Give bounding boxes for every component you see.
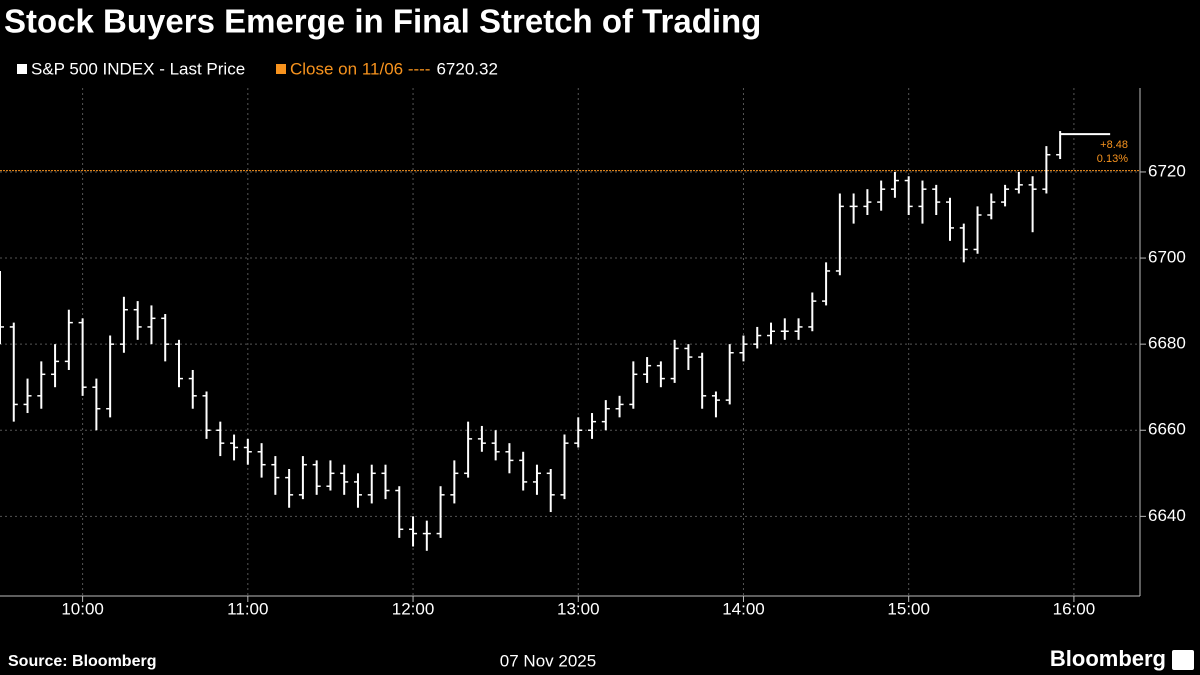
x-tick-label: 15:00 [887, 599, 930, 618]
y-tick-label: 6640 [1148, 506, 1186, 525]
chart-title: Stock Buyers Emerge in Final Stretch of … [4, 3, 761, 40]
y-tick-label: 6700 [1148, 248, 1186, 267]
x-tick-label: 12:00 [392, 599, 435, 618]
x-tick-label: 11:00 [227, 599, 268, 618]
legend-value: 6720.32 [436, 59, 497, 78]
y-tick-label: 6720 [1148, 161, 1186, 180]
source: Source: Bloomberg [8, 653, 156, 670]
x-tick-label: 13:00 [557, 599, 600, 618]
brand-icon [1172, 650, 1194, 670]
y-tick-label: 6660 [1148, 420, 1186, 439]
x-tick-label: 14:00 [722, 599, 765, 618]
x-axis-label: 07 Nov 2025 [500, 651, 596, 670]
change-label: 0.13% [1097, 153, 1128, 165]
x-tick-label: 10:00 [61, 599, 104, 618]
x-tick-label: 16:00 [1053, 599, 1096, 618]
legend-swatch [276, 64, 286, 74]
y-tick-label: 6680 [1148, 334, 1186, 353]
legend-swatch [17, 64, 27, 74]
change-label: +8.48 [1100, 139, 1128, 151]
legend-label: S&P 500 INDEX - Last Price [31, 59, 245, 78]
brand: Bloomberg [1050, 646, 1166, 671]
legend-label: Close on 11/06 ---- [290, 59, 430, 78]
